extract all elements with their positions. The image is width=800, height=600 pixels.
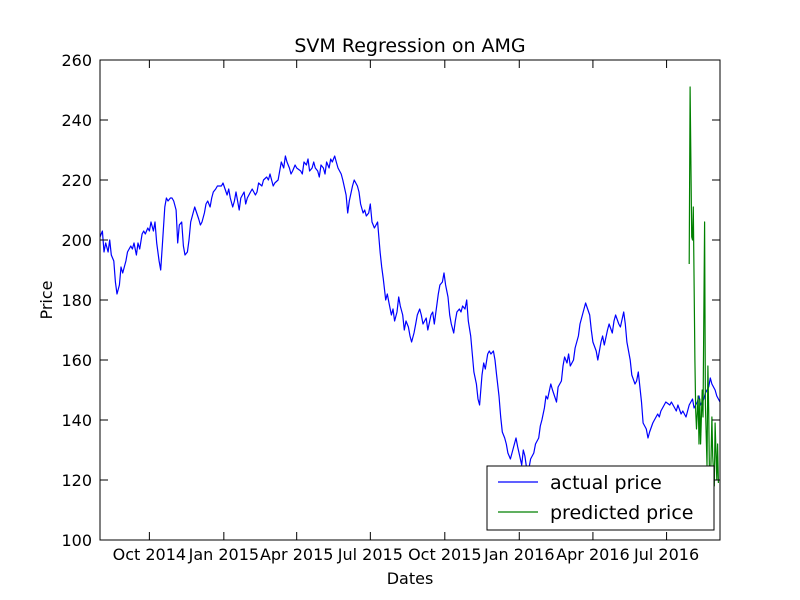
x-tick-label: Jul 2015: [337, 545, 403, 564]
legend-label-actual-price: actual price: [550, 472, 662, 494]
chart-title: SVM Regression on AMG: [294, 35, 525, 57]
y-tick-label: 260: [61, 51, 92, 70]
y-axis: 100 120 140 160 180 200 220 240 260: [61, 51, 720, 550]
y-tick-label: 160: [61, 351, 92, 370]
y-tick-label: 240: [61, 111, 92, 130]
x-axis-label: Dates: [387, 569, 434, 588]
y-tick-label: 200: [61, 231, 92, 250]
x-tick-label: Jan 2016: [483, 545, 554, 564]
x-tick-label: Apr 2015: [260, 545, 333, 564]
legend-box: [486, 465, 715, 531]
legend: actual price predicted price: [486, 465, 715, 531]
series-line-actual-price: [100, 155, 720, 475]
x-tick-label: Oct 2014: [113, 545, 186, 564]
x-tick-label: Apr 2016: [556, 545, 629, 564]
y-tick-label: 180: [61, 291, 92, 310]
x-tick-label: Jul 2016: [633, 545, 699, 564]
x-axis: Oct 2014 Jan 2015 Apr 2015 Jul 2015 Oct 2015…: [113, 60, 699, 564]
y-tick-label: 220: [61, 171, 92, 190]
x-tick-label: Oct 2015: [408, 545, 481, 564]
plot-area: [100, 60, 720, 540]
y-tick-label: 100: [61, 531, 92, 550]
y-tick-label: 140: [61, 411, 92, 430]
y-tick-label: 120: [61, 471, 92, 490]
x-tick-label: Jan 2015: [188, 545, 259, 564]
legend-label-predicted-price: predicted price: [550, 502, 693, 524]
y-axis-label: Price: [37, 280, 56, 319]
